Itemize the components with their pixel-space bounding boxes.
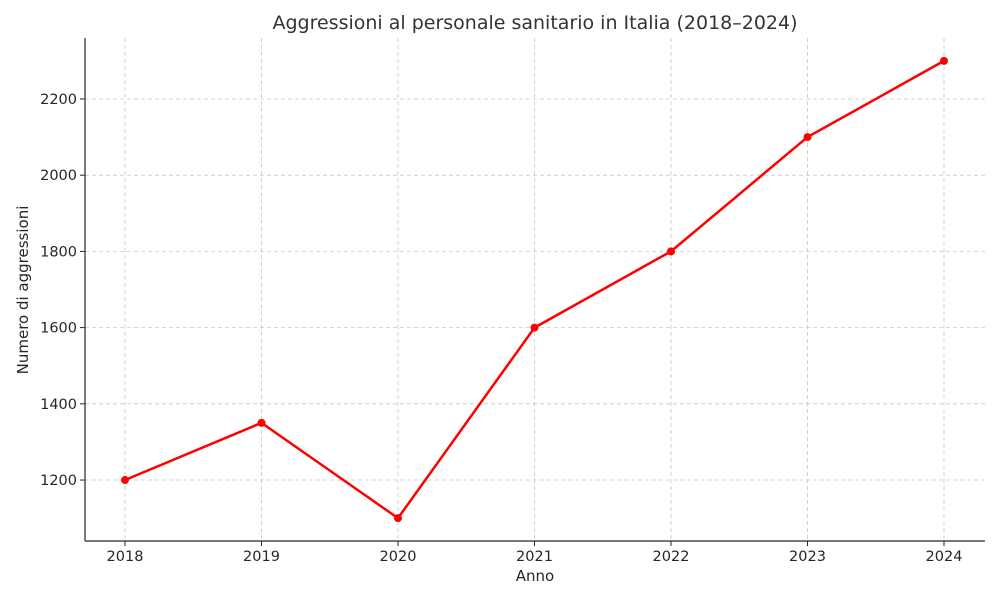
y-tick-label: 1800 (40, 244, 77, 260)
y-tick-label: 2200 (40, 92, 77, 108)
data-point (257, 418, 266, 427)
y-tick-label: 1600 (40, 321, 77, 337)
x-tick-label: 2018 (107, 549, 144, 565)
x-tick-label: 2024 (926, 549, 963, 565)
y-tick-label: 1400 (40, 397, 77, 413)
x-tick-label: 2022 (653, 549, 690, 565)
chart-title: Aggressioni al personale sanitario in It… (272, 12, 797, 34)
y-tick-label: 2000 (40, 168, 77, 184)
y-tick-label: 1200 (40, 473, 77, 489)
data-point (530, 323, 539, 332)
x-ticks: 2018 2019 2020 2021 2022 2023 2024 (107, 541, 963, 565)
series (121, 56, 948, 523)
x-tick-label: 2019 (243, 549, 280, 565)
data-point (940, 56, 948, 65)
y-axis-label: Numero di aggressioni (14, 206, 32, 375)
x-tick-label: 2023 (789, 549, 826, 565)
y-ticks: 1200 1400 1600 1800 2000 2200 (40, 92, 85, 489)
data-point (394, 514, 402, 523)
data-point (667, 247, 675, 256)
x-axis-label: Anno (516, 567, 554, 585)
x-tick-label: 2020 (380, 549, 417, 565)
x-tick-label: 2021 (516, 549, 553, 565)
data-point (121, 476, 129, 485)
data-point (803, 133, 812, 142)
